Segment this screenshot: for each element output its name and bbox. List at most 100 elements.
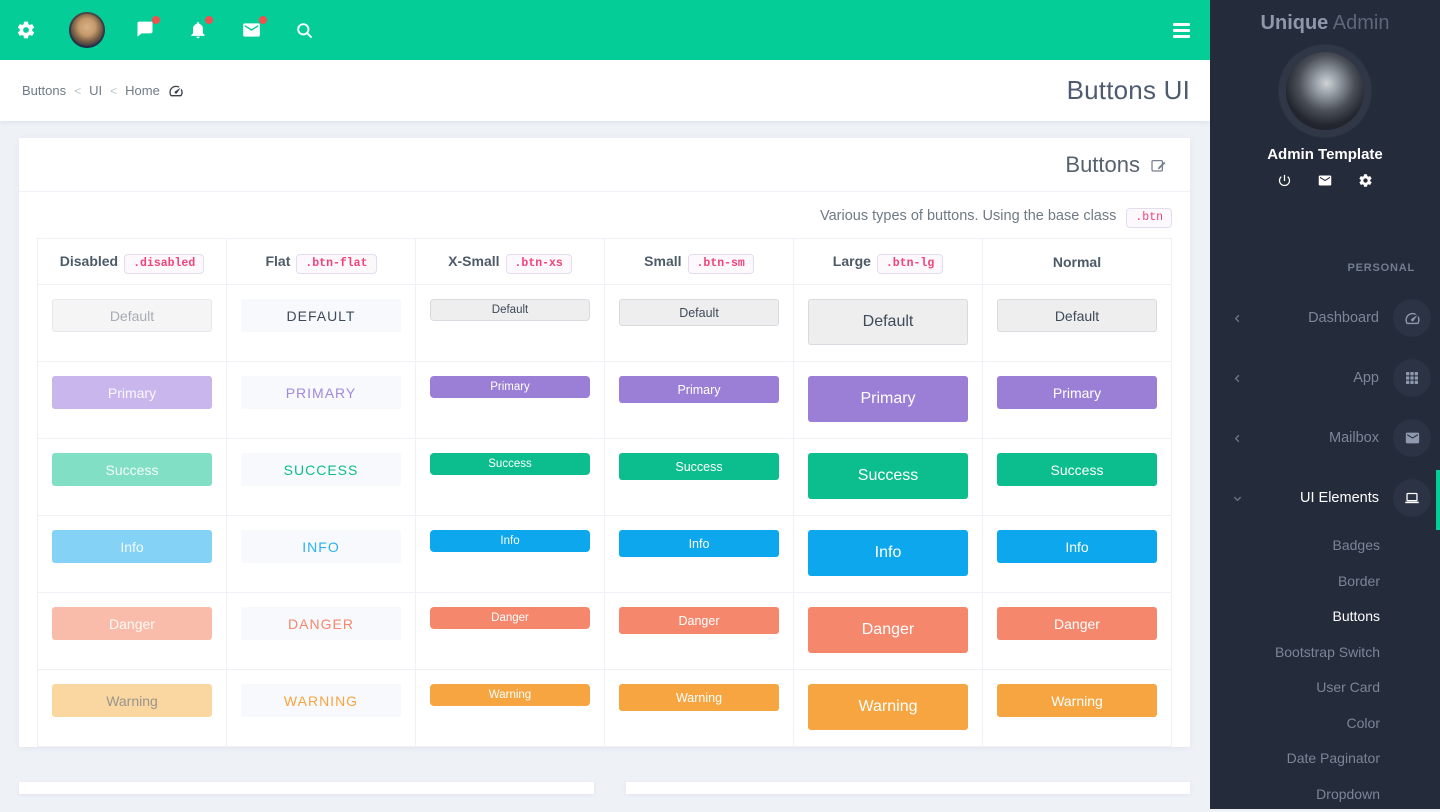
gear-icon[interactable]: [16, 20, 36, 40]
notification-dot: [152, 16, 160, 24]
button-warning-disabled[interactable]: Warning: [52, 684, 212, 717]
button-warning-small[interactable]: Warning: [619, 684, 779, 711]
menu-section-label: PERSONAL: [1210, 262, 1440, 274]
button-danger-normal[interactable]: Danger: [997, 607, 1157, 640]
breadcrumb-link-home[interactable]: Home: [125, 83, 160, 98]
sidebar-subitem-dropdown[interactable]: Dropdown: [1210, 777, 1440, 812]
button-warning-large[interactable]: Warning: [808, 684, 968, 730]
page-title: Buttons UI: [1067, 75, 1190, 106]
table-row: Danger DANGER Danger Danger Danger Dange…: [38, 593, 1172, 670]
table-row: Default DEFAULT Default Default Default …: [38, 285, 1172, 362]
laptop-icon: [1393, 479, 1431, 517]
page-header: Buttons < UI < Home Buttons UI: [0, 60, 1210, 121]
button-info-disabled[interactable]: Info: [52, 530, 212, 563]
mail-icon[interactable]: [1317, 173, 1333, 188]
sidebar-subitem-badges[interactable]: Badges: [1210, 528, 1440, 564]
content-area: Buttons Various types of buttons. Using …: [0, 121, 1210, 809]
avatar[interactable]: [1286, 52, 1364, 130]
button-warning-xsmall[interactable]: Warning: [430, 684, 590, 706]
main-column: Buttons < UI < Home Buttons UI Buttons V…: [0, 0, 1210, 809]
sidebar-subitem-color[interactable]: Color: [1210, 706, 1440, 742]
menu-icon[interactable]: [1169, 16, 1194, 45]
table-row: Info INFO Info Info Info Info: [38, 516, 1172, 593]
chevron-left-icon: [1232, 373, 1246, 384]
next-cards-row: [19, 782, 1190, 794]
power-icon[interactable]: [1277, 173, 1292, 188]
button-success-disabled[interactable]: Success: [52, 453, 212, 486]
active-menu-indicator: [1436, 470, 1440, 530]
breadcrumb-link-ui[interactable]: UI: [89, 83, 102, 98]
button-success-large[interactable]: Success: [808, 453, 968, 499]
button-primary-small[interactable]: Primary: [619, 376, 779, 403]
card-stub: [626, 782, 1190, 794]
button-info-flat[interactable]: INFO: [241, 530, 401, 563]
table-row: Warning WARNING Warning Warning Warning …: [38, 670, 1172, 747]
bell-icon[interactable]: [188, 20, 208, 40]
card-stub: [19, 782, 594, 794]
breadcrumb-current: Buttons: [22, 83, 66, 98]
table-row: Primary PRIMARY Primary Primary Primary …: [38, 362, 1172, 439]
sidebar-item-ui-elements[interactable]: UI Elements: [1210, 468, 1440, 528]
button-primary-large[interactable]: Primary: [808, 376, 968, 422]
button-primary-flat[interactable]: PRIMARY: [241, 376, 401, 409]
button-success-small[interactable]: Success: [619, 453, 779, 480]
button-info-large[interactable]: Info: [808, 530, 968, 576]
button-warning-normal[interactable]: Warning: [997, 684, 1157, 717]
brand-logo[interactable]: Unique Admin: [1210, 12, 1440, 35]
button-info-normal[interactable]: Info: [997, 530, 1157, 563]
button-warning-flat[interactable]: WARNING: [241, 684, 401, 717]
button-danger-xsmall[interactable]: Danger: [430, 607, 590, 629]
profile-name: Admin Template: [1210, 146, 1440, 163]
search-icon[interactable]: [295, 21, 314, 40]
mail-icon[interactable]: [241, 20, 262, 40]
top-navbar: [0, 0, 1210, 60]
button-default-large[interactable]: Default: [808, 299, 968, 345]
notification-dot: [259, 16, 267, 24]
gear-icon[interactable]: [1358, 173, 1373, 188]
chevron-left-icon: [1232, 433, 1246, 444]
button-info-xsmall[interactable]: Info: [430, 530, 590, 552]
chevron-left-icon: [1232, 313, 1246, 324]
button-primary-xsmall[interactable]: Primary: [430, 376, 590, 398]
button-danger-small[interactable]: Danger: [619, 607, 779, 634]
button-success-normal[interactable]: Success: [997, 453, 1157, 486]
buttons-table: Disabled.disabled Flat.btn-flat X-Small.…: [37, 238, 1172, 747]
button-danger-flat[interactable]: DANGER: [241, 607, 401, 640]
button-info-small[interactable]: Info: [619, 530, 779, 557]
dashboard-icon[interactable]: [168, 83, 184, 99]
sidebar-subitem-buttons[interactable]: Buttons: [1210, 599, 1440, 635]
button-success-xsmall[interactable]: Success: [430, 453, 590, 475]
sidebar-submenu: Badges Border Buttons Bootstrap Switch U…: [1210, 528, 1440, 812]
sidebar-item-mailbox[interactable]: Mailbox: [1210, 408, 1440, 468]
button-default-xsmall[interactable]: Default: [430, 299, 590, 321]
button-primary-disabled[interactable]: Primary: [52, 376, 212, 409]
edit-icon[interactable]: [1150, 157, 1166, 173]
column-header-small: Small.btn-sm: [605, 239, 794, 285]
button-default-disabled[interactable]: Default: [52, 299, 212, 332]
card-title: Buttons: [1065, 152, 1140, 178]
button-default-small[interactable]: Default: [619, 299, 779, 326]
button-danger-large[interactable]: Danger: [808, 607, 968, 653]
button-default-normal[interactable]: Default: [997, 299, 1157, 332]
column-header-flat: Flat.btn-flat: [227, 239, 416, 285]
button-success-flat[interactable]: SUCCESS: [241, 453, 401, 486]
column-header-disabled: Disabled.disabled: [38, 239, 227, 285]
profile-actions: [1210, 173, 1440, 188]
sidebar-item-dashboard[interactable]: Dashboard: [1210, 288, 1440, 348]
chevron-down-icon: [1232, 493, 1246, 504]
button-default-flat[interactable]: DEFAULT: [241, 299, 401, 332]
button-primary-normal[interactable]: Primary: [997, 376, 1157, 409]
sidebar-subitem-user-card[interactable]: User Card: [1210, 670, 1440, 706]
sidebar-subitem-border[interactable]: Border: [1210, 564, 1440, 600]
sidebar-subitem-bootstrap-switch[interactable]: Bootstrap Switch: [1210, 635, 1440, 671]
code-chip-btn: .btn: [1126, 208, 1172, 228]
button-danger-disabled[interactable]: Danger: [52, 607, 212, 640]
buttons-card: Buttons Various types of buttons. Using …: [19, 138, 1190, 747]
sidebar-item-app[interactable]: App: [1210, 348, 1440, 408]
navbar-avatar[interactable]: [69, 12, 105, 48]
column-header-large: Large.btn-lg: [794, 239, 983, 285]
chat-icon[interactable]: [135, 20, 155, 40]
table-row: Success SUCCESS Success Success Success …: [38, 439, 1172, 516]
sidebar-subitem-date-paginator[interactable]: Date Paginator: [1210, 741, 1440, 777]
column-header-xsmall: X-Small.btn-xs: [416, 239, 605, 285]
